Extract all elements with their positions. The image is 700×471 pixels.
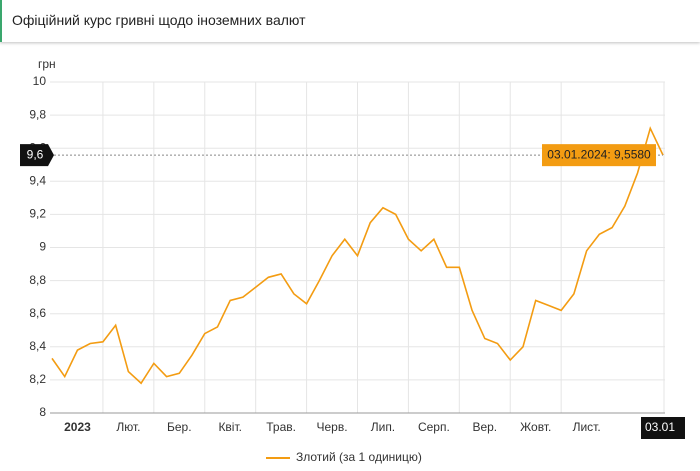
crosshair-label: 9,6	[27, 147, 44, 161]
tooltip: 03.01.2024: 9,5580	[547, 147, 651, 161]
x-tick-label: 2023	[64, 420, 91, 434]
x-tick-label: Лист.	[573, 420, 601, 434]
x-tick-label: Лип.	[371, 420, 395, 434]
header-title: Офіційний курс гривні щодо іноземних вал…	[12, 12, 306, 28]
y-tick-label: 9,4	[29, 173, 46, 187]
x-tick-label: Бер.	[167, 420, 192, 434]
y-tick-label: 9,2	[29, 207, 46, 221]
y-tick-label: 8	[39, 405, 46, 419]
x-tick-label: Квіт.	[218, 420, 242, 434]
x-tick-label: Вер.	[472, 420, 497, 434]
y-tick-label: 8,6	[29, 306, 46, 320]
x-highlight-box	[641, 417, 685, 439]
header: Офіційний курс гривні щодо іноземних вал…	[0, 0, 700, 42]
x-tick-label: Серп.	[418, 420, 450, 434]
legend-label: Злотий (за 1 одиницю)	[296, 450, 422, 464]
y-tick-label: 10	[33, 74, 47, 88]
y-tick-label: 8,2	[29, 372, 46, 386]
y-tick-label: 8,4	[29, 339, 46, 353]
x-tick-label: Лют.	[116, 420, 140, 434]
crosshair-box	[20, 144, 54, 167]
x-tick-label: 03.01	[645, 420, 675, 434]
y-tick-label: 8,8	[29, 273, 46, 287]
y-tick-label: 9	[39, 240, 46, 254]
line	[51, 126, 664, 385]
y-axis-label: грн	[38, 57, 56, 71]
x-tick-label: Черв.	[317, 420, 348, 434]
tooltip-box	[542, 144, 656, 167]
x-tick-label: Жовт.	[520, 420, 551, 434]
x-tick-label: Трав.	[266, 420, 296, 434]
y-tick-label: 9,8	[29, 107, 46, 121]
